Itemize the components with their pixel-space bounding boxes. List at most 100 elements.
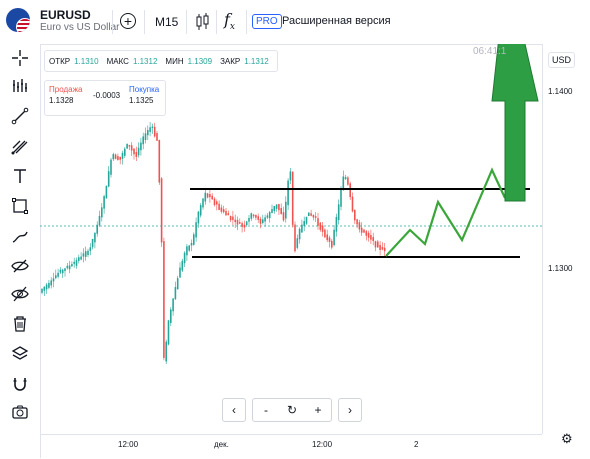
zoom-group: - ↻ + [252,398,332,422]
scroll-forward-button[interactable]: › [338,398,362,422]
candle-body [151,126,154,128]
candle-body [354,209,356,221]
candle-body [121,152,124,159]
candle-body [170,309,172,323]
candle-body [296,238,299,248]
candle-body [291,171,294,225]
candle-body [268,212,271,219]
candle-body [351,196,354,212]
candle-body [282,212,285,221]
scroll-back-button[interactable]: ‹ [222,398,246,422]
candle-body [52,278,55,282]
buy-button[interactable]: Покупка 1.1325 [129,85,159,105]
toolbar-divider [186,10,187,34]
time-label: дек. [214,440,229,449]
chart-type-candles-icon[interactable] [195,12,211,32]
price-chart[interactable] [40,44,542,434]
pro-badge[interactable]: PRO [252,14,282,29]
chart-navigation: ‹ - ↻ + › [222,398,362,422]
price-label: 1.1400 [548,87,573,96]
candle-body [222,209,225,213]
candle-body [349,183,351,198]
layers-icon[interactable] [10,344,30,364]
brush-icon[interactable] [10,226,30,246]
big-up-arrow[interactable] [491,44,539,202]
forecast-zigzag[interactable] [385,167,506,257]
buy-label: Покупка [129,85,160,94]
candle-body [195,222,197,238]
candle-body [363,229,365,233]
candle-body [193,234,195,245]
candle-body [50,280,52,286]
candle-body [174,287,177,300]
candlesticks [41,121,386,364]
candle-body [367,232,370,238]
time-label: 12:00 [118,440,139,449]
rectangle-icon[interactable] [10,196,30,216]
candle-body [160,178,163,243]
eye-off-icon[interactable] [10,284,30,304]
candle-body [41,288,43,293]
toolbar-divider [216,10,217,34]
settings-gear-icon[interactable]: ⚙ [561,431,573,446]
candle-body [285,201,287,219]
eye-slash-icon[interactable] [10,256,30,276]
candle-body [266,215,269,218]
magnet-icon[interactable] [10,374,30,394]
time-label: 2 [414,440,419,449]
candle-body [333,229,335,246]
candle-body [199,205,202,216]
price-scale[interactable] [542,44,590,434]
pro-upgrade-link[interactable]: Расширенная версия [282,15,391,27]
candle-body [294,224,296,252]
candle-body [275,204,278,209]
pitchfork-icon[interactable] [10,136,30,156]
candle-body [103,196,105,209]
trash-icon[interactable] [10,314,30,334]
quote-panel: Продажа 1.1328 -0.0003 Покупка 1.1325 [44,80,166,116]
crosshair-icon[interactable] [10,48,30,68]
open-label: ОТКР [49,56,71,66]
currency-button[interactable]: USD [548,52,576,68]
high-label: МАКС [106,56,129,66]
candle-body [298,228,301,240]
candle-body [234,219,236,223]
candle-body [55,275,57,279]
candle-body [89,247,92,251]
trendline-icon[interactable] [10,106,30,126]
indicators-icon[interactable] [10,76,30,96]
candle-body [342,176,345,191]
sell-price: 1.1328 [49,96,74,105]
candle-body [319,222,322,230]
indicators-fx-button[interactable]: fx [224,10,235,32]
interval-button[interactable]: M15 [155,15,179,29]
candle-body [45,284,48,290]
symbol-name[interactable]: EURUSD [40,8,91,22]
zoom-in-button[interactable]: + [314,403,322,417]
sell-button[interactable]: Продажа 1.1328 [49,85,82,105]
candle-body [335,216,338,232]
candle-body [87,250,89,256]
reset-button[interactable]: ↻ [286,403,298,417]
clock-readout: 06:41:1 [473,46,507,57]
candle-body [48,282,50,288]
candle-body [82,253,85,257]
candle-body [301,224,303,233]
add-symbol-button[interactable]: + [120,13,136,29]
camera-icon[interactable] [10,402,30,422]
time-scale[interactable] [40,434,542,459]
candle-body [250,213,253,219]
candle-body [142,136,144,145]
candle-body [377,241,379,248]
candle-body [101,207,103,218]
text-icon[interactable] [10,166,30,186]
zoom-out-button[interactable]: - [264,403,268,417]
candle-body [126,143,128,149]
candle-body [360,227,363,233]
candle-body [128,145,131,147]
candle-body [78,257,80,261]
time-label: 12:00 [312,440,333,449]
candle-body [374,241,377,248]
candle-body [91,238,94,248]
fx-label: f [224,10,230,29]
